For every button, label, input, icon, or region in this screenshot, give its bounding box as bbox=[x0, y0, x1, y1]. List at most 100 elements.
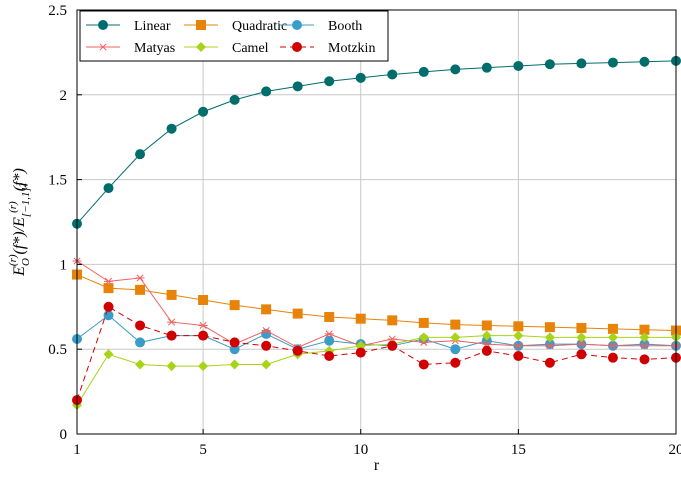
data-point bbox=[544, 339, 555, 350]
data-point bbox=[481, 330, 492, 341]
plot-frame bbox=[76, 9, 677, 435]
data-point bbox=[418, 317, 429, 328]
data-point bbox=[639, 332, 650, 343]
legend-label: Linear bbox=[134, 19, 171, 34]
data-point bbox=[229, 300, 240, 311]
data-point bbox=[198, 295, 209, 306]
y-tick-label: 1 bbox=[60, 257, 68, 273]
series bbox=[72, 301, 681, 406]
data-point bbox=[544, 59, 555, 70]
legend-label: Motzkin bbox=[328, 41, 375, 56]
data-point bbox=[450, 357, 461, 368]
data-point bbox=[450, 344, 461, 355]
data-point bbox=[261, 304, 272, 315]
data-point bbox=[544, 332, 555, 343]
data-point bbox=[639, 56, 650, 67]
data-point bbox=[261, 86, 272, 97]
data-point bbox=[545, 342, 555, 350]
data-point bbox=[103, 183, 114, 194]
data-point bbox=[166, 330, 177, 341]
data-point bbox=[387, 340, 398, 351]
data-point bbox=[576, 349, 587, 360]
data-point bbox=[292, 81, 303, 92]
data-point bbox=[135, 149, 146, 160]
data-point bbox=[639, 324, 650, 335]
data-point bbox=[481, 62, 492, 73]
data-point bbox=[324, 330, 334, 338]
data-point bbox=[544, 357, 555, 368]
data-point bbox=[481, 335, 492, 346]
y-tick-label: 0.5 bbox=[48, 342, 67, 358]
series bbox=[72, 310, 681, 355]
x-tick-label: 10 bbox=[353, 442, 368, 458]
legend-item: Camel bbox=[184, 41, 269, 56]
data-point bbox=[418, 66, 429, 77]
data-point bbox=[639, 342, 649, 350]
data-point bbox=[387, 69, 398, 80]
data-point bbox=[355, 347, 366, 358]
series bbox=[72, 257, 681, 352]
data-point bbox=[418, 359, 429, 370]
data-point bbox=[135, 359, 146, 370]
y-tick-label: 1.5 bbox=[48, 173, 67, 189]
series-line bbox=[76, 335, 676, 406]
legend-marker bbox=[98, 20, 108, 30]
legend-box bbox=[79, 10, 389, 62]
legend-label: Camel bbox=[232, 41, 269, 56]
legend-marker bbox=[98, 43, 108, 51]
x-tick-label: 5 bbox=[199, 442, 207, 458]
data-point bbox=[229, 337, 240, 348]
series-line bbox=[76, 306, 677, 401]
legend-item: Linear bbox=[86, 19, 171, 34]
data-point bbox=[324, 76, 335, 87]
data-point bbox=[324, 335, 335, 346]
data-point bbox=[481, 345, 492, 356]
data-point bbox=[167, 318, 177, 326]
data-point bbox=[198, 361, 209, 372]
y-tick-label: 2.5 bbox=[48, 3, 67, 19]
data-point bbox=[198, 106, 209, 117]
data-point bbox=[481, 320, 492, 331]
data-point bbox=[544, 322, 555, 333]
data-point bbox=[513, 350, 524, 361]
data-point bbox=[135, 284, 146, 295]
x-tick-label: 15 bbox=[511, 442, 526, 458]
data-point bbox=[261, 326, 271, 335]
series-line bbox=[76, 274, 677, 332]
data-point bbox=[576, 340, 586, 348]
data-point bbox=[135, 337, 146, 348]
legend: Linear Quadratic Booth Matyas Camel Motzkin bbox=[79, 10, 389, 62]
legend-label: Booth bbox=[328, 19, 362, 34]
data-point bbox=[576, 323, 587, 333]
data-point bbox=[324, 311, 335, 322]
data-point bbox=[387, 315, 398, 326]
legend-item: Quadratic bbox=[184, 19, 287, 34]
data-point bbox=[292, 345, 303, 356]
x-tick-label: 1 bbox=[73, 442, 81, 458]
data-point bbox=[419, 338, 429, 346]
legend-item: Booth bbox=[280, 19, 362, 34]
legend-marker bbox=[292, 42, 302, 52]
data-point bbox=[135, 274, 145, 282]
grid bbox=[76, 9, 677, 435]
legend-label: Quadratic bbox=[232, 19, 287, 34]
data-point bbox=[513, 321, 524, 332]
data-point bbox=[355, 313, 366, 324]
legend-label: Matyas bbox=[134, 41, 175, 56]
data-point bbox=[166, 123, 177, 134]
data-point bbox=[324, 350, 335, 361]
y-axis-title: EO(r)(f*)/E[−1,1]2(r)(f*) bbox=[7, 168, 32, 277]
data-point bbox=[261, 359, 272, 370]
series bbox=[72, 55, 681, 229]
data-point bbox=[450, 64, 461, 75]
data-point bbox=[639, 339, 650, 350]
data-point bbox=[229, 359, 240, 370]
data-point bbox=[198, 321, 208, 330]
data-point bbox=[450, 319, 461, 330]
series-line bbox=[76, 60, 677, 225]
data-point bbox=[513, 60, 524, 71]
data-point bbox=[104, 277, 114, 285]
data-point bbox=[166, 289, 177, 300]
